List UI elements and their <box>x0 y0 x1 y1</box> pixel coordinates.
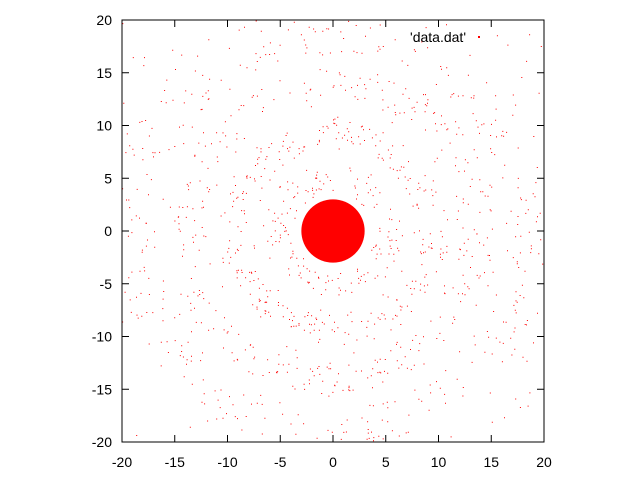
y-tick-label: -5 <box>100 276 113 292</box>
legend-marker <box>478 36 480 38</box>
axis-tick-labels: -20 -15 -10 -5 0 5 10 15 20 -20 -15 -10 -5 0 5 10 15 20 <box>92 12 552 470</box>
scatter-core <box>301 199 365 263</box>
x-tick-label: 0 <box>329 454 337 470</box>
y-tick-label: -15 <box>92 381 112 397</box>
y-tick-label: 0 <box>104 223 112 239</box>
y-tick-label: 10 <box>96 118 112 134</box>
x-tick-label: -5 <box>274 454 287 470</box>
x-tick-label: 20 <box>536 454 552 470</box>
x-tick-label: -20 <box>112 454 132 470</box>
y-tick-label: 20 <box>96 12 112 28</box>
y-tick-label: 5 <box>104 170 112 186</box>
x-tick-label: 15 <box>483 454 499 470</box>
scatter-points <box>122 20 544 443</box>
x-tick-label: 10 <box>431 454 447 470</box>
x-tick-label: -10 <box>217 454 237 470</box>
axis-ticks <box>121 19 545 443</box>
x-tick-label: -15 <box>165 454 185 470</box>
legend-entry: 'data.dat' <box>410 29 466 45</box>
y-tick-label: -10 <box>92 329 112 345</box>
x-tick-label: 5 <box>382 454 390 470</box>
y-tick-label: -20 <box>92 434 112 450</box>
y-tick-label: 15 <box>96 65 112 81</box>
